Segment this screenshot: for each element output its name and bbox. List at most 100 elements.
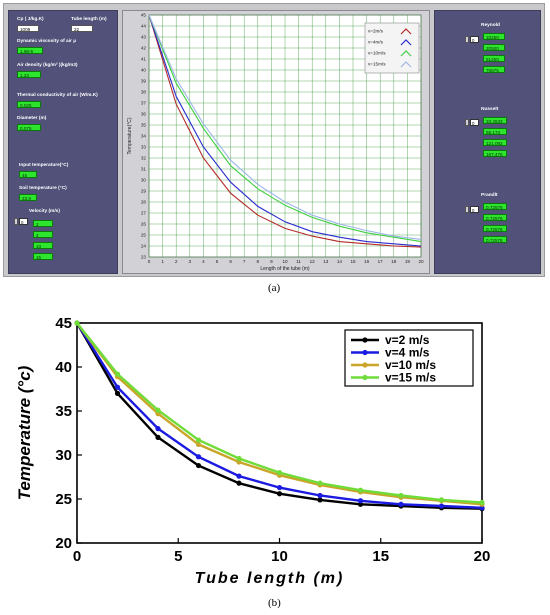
velocity-label: Velocity (m/s) [29,209,60,214]
legend-label-3: v=10 m/s [385,358,436,372]
series-4-point [479,499,485,506]
y-tick-label: 27 [141,211,147,216]
reynold-index-spinner[interactable] [465,36,469,43]
y-tick-label: 30 [141,178,147,183]
velocity-value-1[interactable]: 2 [33,220,53,227]
y-tick-label: 45 [55,315,72,332]
legend-swatch-3 [400,50,412,57]
x-tick-label: 4 [202,259,205,264]
nusselt-value-1: 33,4533 [483,117,507,124]
soil-temp-label: Soil temperature (°C) [19,186,67,191]
series-4-point [276,470,283,476]
series-1-point [114,390,121,396]
prandtl-value-3: 0,72576 [483,225,507,232]
conductivity-label: Thermal conductivity of air (W/m.K) [17,93,98,98]
app-window: Cp ( J/kg.K) 1009 Tube length (m) 22 Dyn… [3,3,545,277]
cp-label: Cp ( J/kg.K) [17,17,44,22]
viscosity-field[interactable]: 1,98-5 [17,47,43,54]
reynold-value-4: 76875 [483,66,505,73]
legend-label-4: v=15 m/s [385,371,436,385]
y-axis-label: Temperature (°c) [15,365,34,500]
legend-marker-1 [362,337,368,343]
reynold-index[interactable]: 0 [470,36,479,43]
viscosity-label: Dynamic viscosity of air µ [17,39,77,44]
series-1-point [195,462,202,469]
caption-a: (a) [268,282,281,294]
series-2-point [398,501,404,507]
series-4-point [438,497,445,503]
y-tick-label: 42 [141,46,147,51]
reynold-value-1: 10250 [483,33,505,40]
legend-marker-4 [362,374,368,381]
diameter-field[interactable]: 0,075 [17,124,41,131]
prandtl-index[interactable]: 0 [470,206,479,213]
waveform-graph-panel: 0 1 2 3 4 5 6 7 8 9 10 11 12 13 14 15 16 17 18 19 20 23 24 25 26… [122,10,430,274]
nusselt-label: Nusselt [481,107,499,112]
x-tick-label: 17 [378,259,384,264]
y-tick-label: 44 [141,24,147,29]
reynold-value-2: 20500 [483,44,505,51]
tube-length-field[interactable]: 22 [71,25,93,32]
waveform-graph[interactable]: 0 1 2 3 4 5 6 7 8 9 10 11 12 13 14 15 16 17 18 19 2023242526… [123,11,429,273]
prandtl-label: Prandlt [481,193,498,198]
y-tick-label: 45 [141,13,147,18]
legend-label-1: v=2 m/s [385,333,430,347]
x-tick-label: 7 [243,259,246,264]
legend-label-4: v=15m/s [368,62,386,67]
x-tick-label: 10 [271,548,288,565]
y-tick-label: 32 [141,156,147,161]
legend-swatch-1 [400,28,412,35]
y-tick-label: 24 [141,244,147,249]
series-4-point [74,320,80,326]
y-tick-label: 20 [55,535,72,552]
series-1-point [236,480,242,486]
series-2-point [195,454,202,460]
x-tick-label: 12 [310,259,316,264]
velocity-value-2[interactable]: 4 [33,231,53,238]
x-tick-label: 18 [391,259,397,264]
series-4-point [195,437,202,443]
input-temp-field[interactable]: 45 [19,171,37,178]
velocity-index-spinner[interactable] [14,218,18,225]
x-tick-label: 6 [229,259,232,264]
series-4-point [398,492,404,499]
x-tick-label: 15 [350,259,356,264]
series-line-4 [148,14,422,240]
tube-length-label: Tube length (m) [71,17,107,22]
y-tick-label: 38 [141,90,147,95]
diameter-label: Diameter (m) [17,116,47,121]
velocity-index[interactable]: 0 [19,218,28,225]
temperature-plot: 0 5 10 15 20 20 25 30 35 40 45 v=2 m/sv=4 m/sv=10 m… [15,315,490,587]
y-tick-label: 28 [141,200,147,205]
y-tick-label: 23 [141,255,147,260]
conductivity-field[interactable]: 0,025 [17,101,41,108]
y-tick-label: 26 [141,222,147,227]
x-tick-label: 11 [296,259,301,264]
output-panel: Reynold 0 10250 20500 51250 76875 Nussel… [434,10,541,274]
y-tick-label: 34 [141,134,147,139]
velocity-value-3[interactable]: 10 [33,242,53,249]
legend-swatch-4 [400,61,412,68]
input-temp-label: Input temperature(°C) [19,163,69,168]
series-1-point [155,434,161,440]
density-field[interactable]: 1,23 [17,71,41,78]
legend-label-2: v=4m/s [368,40,384,45]
cp-field[interactable]: 1009 [17,25,39,32]
nusselt-index[interactable]: 0 [470,119,479,126]
soil-temp-field[interactable]: 23,9 [19,194,37,201]
reynold-label: Reynold [481,23,500,28]
y-tick-label: 35 [141,123,147,128]
legend-label-3: v=10m/s [368,51,386,56]
velocity-value-4[interactable]: 15 [33,253,53,260]
series-4-point [155,407,161,413]
prandtl-value-4: 0,72576 [483,236,507,243]
x-tick-label: 19 [405,259,411,264]
x-tick-label: 14 [337,259,343,264]
legend-swatch-2 [400,39,412,46]
y-tick-label: 35 [55,403,72,420]
prandtl-value-1: 0,72576 [483,203,507,210]
nusselt-index-spinner[interactable] [465,119,469,126]
series-line-3 [148,14,422,243]
x-tick-label: 5 [216,259,219,264]
prandtl-index-spinner[interactable] [465,206,469,213]
